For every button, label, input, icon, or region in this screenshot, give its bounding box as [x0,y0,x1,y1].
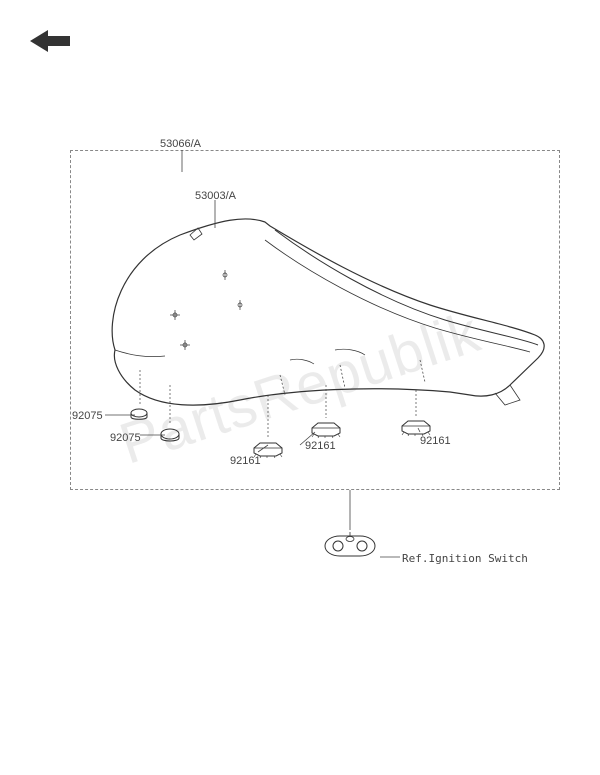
label-seat-cover: 53003/A [195,190,236,202]
label-bracket-c: 92161 [420,435,451,447]
leader-lines [0,0,600,775]
label-bracket-a: 92161 [230,455,261,467]
label-bracket-b: 92161 [305,440,336,452]
label-ref-ignition: Ref.Ignition Switch [402,552,528,565]
label-damper-a: 92075 [72,410,103,422]
label-assembly: 53066/A [160,138,201,150]
label-damper-b: 92075 [110,432,141,444]
